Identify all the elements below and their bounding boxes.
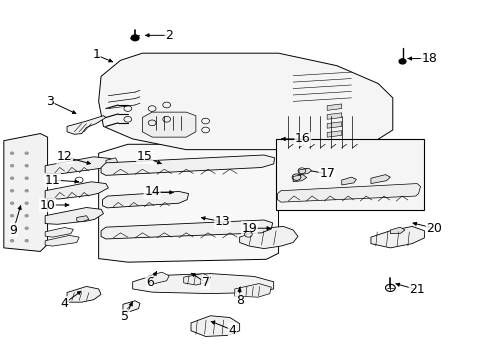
- Text: 4: 4: [228, 324, 236, 337]
- Polygon shape: [45, 228, 73, 237]
- Text: 12: 12: [57, 150, 72, 163]
- Text: 7: 7: [201, 276, 209, 289]
- Text: 8: 8: [235, 294, 243, 307]
- Circle shape: [131, 35, 139, 41]
- Text: 14: 14: [144, 185, 160, 198]
- Text: 17: 17: [319, 167, 334, 180]
- Polygon shape: [191, 316, 239, 337]
- Polygon shape: [276, 139, 424, 210]
- Polygon shape: [99, 53, 392, 150]
- Polygon shape: [147, 272, 169, 284]
- Polygon shape: [326, 104, 341, 111]
- Circle shape: [25, 165, 28, 167]
- Polygon shape: [370, 175, 389, 184]
- Polygon shape: [67, 116, 106, 134]
- Polygon shape: [4, 134, 47, 251]
- Polygon shape: [326, 113, 341, 119]
- Circle shape: [11, 227, 14, 229]
- Circle shape: [25, 152, 28, 154]
- Polygon shape: [292, 175, 306, 182]
- Polygon shape: [277, 184, 420, 202]
- Circle shape: [25, 190, 28, 192]
- Polygon shape: [77, 216, 89, 222]
- Polygon shape: [389, 227, 404, 234]
- Polygon shape: [45, 207, 103, 224]
- Polygon shape: [164, 194, 176, 201]
- Text: 16: 16: [294, 132, 310, 145]
- Circle shape: [11, 152, 14, 154]
- Polygon shape: [341, 177, 356, 185]
- Text: 10: 10: [40, 198, 56, 212]
- Text: 9: 9: [10, 224, 18, 237]
- Text: 21: 21: [408, 283, 424, 296]
- Text: 15: 15: [137, 150, 152, 163]
- Circle shape: [25, 227, 28, 229]
- Polygon shape: [298, 168, 311, 175]
- Polygon shape: [142, 112, 196, 137]
- Polygon shape: [370, 226, 424, 248]
- Circle shape: [398, 59, 405, 64]
- Polygon shape: [45, 182, 108, 199]
- Circle shape: [11, 240, 14, 242]
- Polygon shape: [67, 287, 101, 302]
- Polygon shape: [326, 122, 341, 128]
- Polygon shape: [45, 235, 79, 246]
- Polygon shape: [101, 220, 272, 239]
- Circle shape: [25, 177, 28, 179]
- Polygon shape: [106, 158, 118, 166]
- Circle shape: [11, 177, 14, 179]
- Text: 3: 3: [46, 95, 54, 108]
- Text: 5: 5: [121, 310, 129, 323]
- Polygon shape: [239, 226, 297, 249]
- Polygon shape: [45, 157, 113, 174]
- Text: 19: 19: [241, 222, 257, 235]
- Text: 20: 20: [426, 222, 441, 235]
- Polygon shape: [122, 301, 140, 311]
- Polygon shape: [99, 144, 278, 262]
- Text: 1: 1: [92, 49, 100, 62]
- Text: 13: 13: [214, 215, 230, 228]
- Polygon shape: [132, 274, 273, 294]
- Polygon shape: [326, 131, 341, 137]
- Circle shape: [11, 215, 14, 217]
- Text: 18: 18: [421, 52, 436, 65]
- Circle shape: [11, 190, 14, 192]
- Circle shape: [11, 165, 14, 167]
- Circle shape: [25, 215, 28, 217]
- Circle shape: [25, 202, 28, 204]
- Circle shape: [11, 202, 14, 204]
- Text: 11: 11: [44, 174, 60, 186]
- Text: 6: 6: [145, 276, 153, 289]
- Polygon shape: [183, 274, 210, 285]
- Polygon shape: [102, 192, 188, 208]
- Polygon shape: [101, 155, 274, 175]
- Text: 4: 4: [61, 297, 68, 310]
- Circle shape: [25, 240, 28, 242]
- Polygon shape: [234, 284, 271, 297]
- Text: 2: 2: [165, 29, 173, 42]
